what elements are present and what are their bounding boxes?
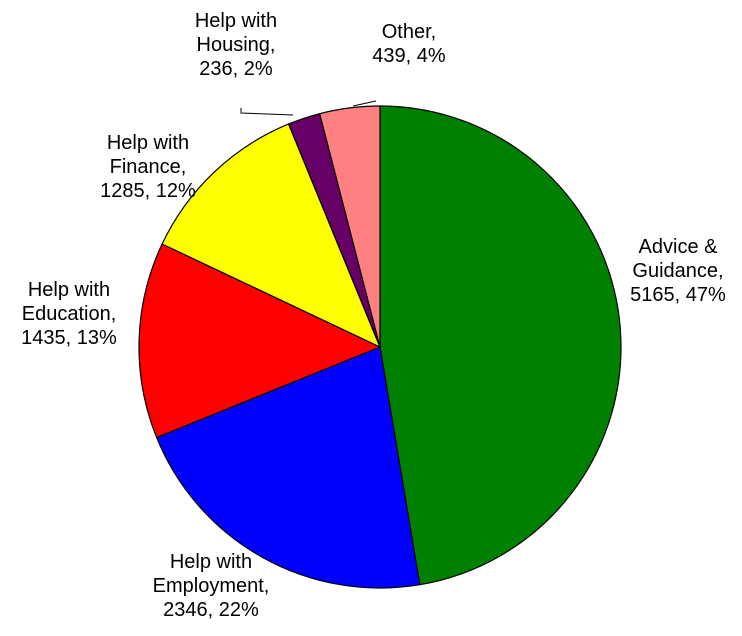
slice-label-line: 5165, 47% (630, 284, 726, 306)
slice-label-line: 439, 4% (372, 45, 446, 67)
slices-layer (138, 105, 622, 589)
slice-label-help-with-finance: Help with Finance, 1285, 12% (100, 132, 196, 202)
pie-slice-other (318, 105, 381, 348)
labels-layer: Advice & Guidance, 5165, 47%Help with Emplo… (21, 10, 726, 621)
slice-label-help-with-employment: Help with Employment, 2346, 22% (153, 551, 270, 621)
slice-label-advice-and-guidance: Advice & Guidance, 5165, 47% (630, 236, 726, 306)
leader-line-help-with-housing (240, 108, 294, 116)
slice-label-line: Help with (107, 132, 189, 154)
slice-label-line: 1285, 12% (100, 180, 196, 202)
pie-slice-help-with-education (138, 243, 382, 439)
slice-label-line: Other, (382, 21, 436, 43)
pie-slice-help-with-employment (155, 346, 421, 589)
slice-label-help-with-education: Help with Education, 1435, 13% (21, 279, 117, 349)
pie-slice-advice-and-guidance (379, 105, 622, 586)
slice-label-line: Education, (22, 303, 117, 325)
pie-slice-help-with-finance (161, 123, 382, 349)
slice-label-line: 236, 2% (199, 58, 273, 80)
slice-label-line: Help with (170, 551, 252, 573)
slice-label-line: Employment, (153, 575, 270, 597)
leader-line-other (352, 100, 377, 107)
slice-label-line: Finance, (110, 156, 187, 178)
slice-label-other: Other, 439, 4% (372, 21, 446, 67)
slice-label-line: 2346, 22% (163, 599, 259, 621)
slice-label-line: Help with (195, 10, 277, 32)
slice-label-line: Advice & (639, 236, 719, 258)
slice-label-help-with-housing: Help with Housing, 236, 2% (195, 10, 277, 80)
slice-label-line: 1435, 13% (21, 327, 117, 349)
slice-label-line: Housing, (197, 34, 276, 56)
slice-label-line: Help with (28, 279, 110, 301)
leader-lines-layer (240, 100, 377, 116)
slice-label-line: Guidance, (632, 260, 723, 282)
